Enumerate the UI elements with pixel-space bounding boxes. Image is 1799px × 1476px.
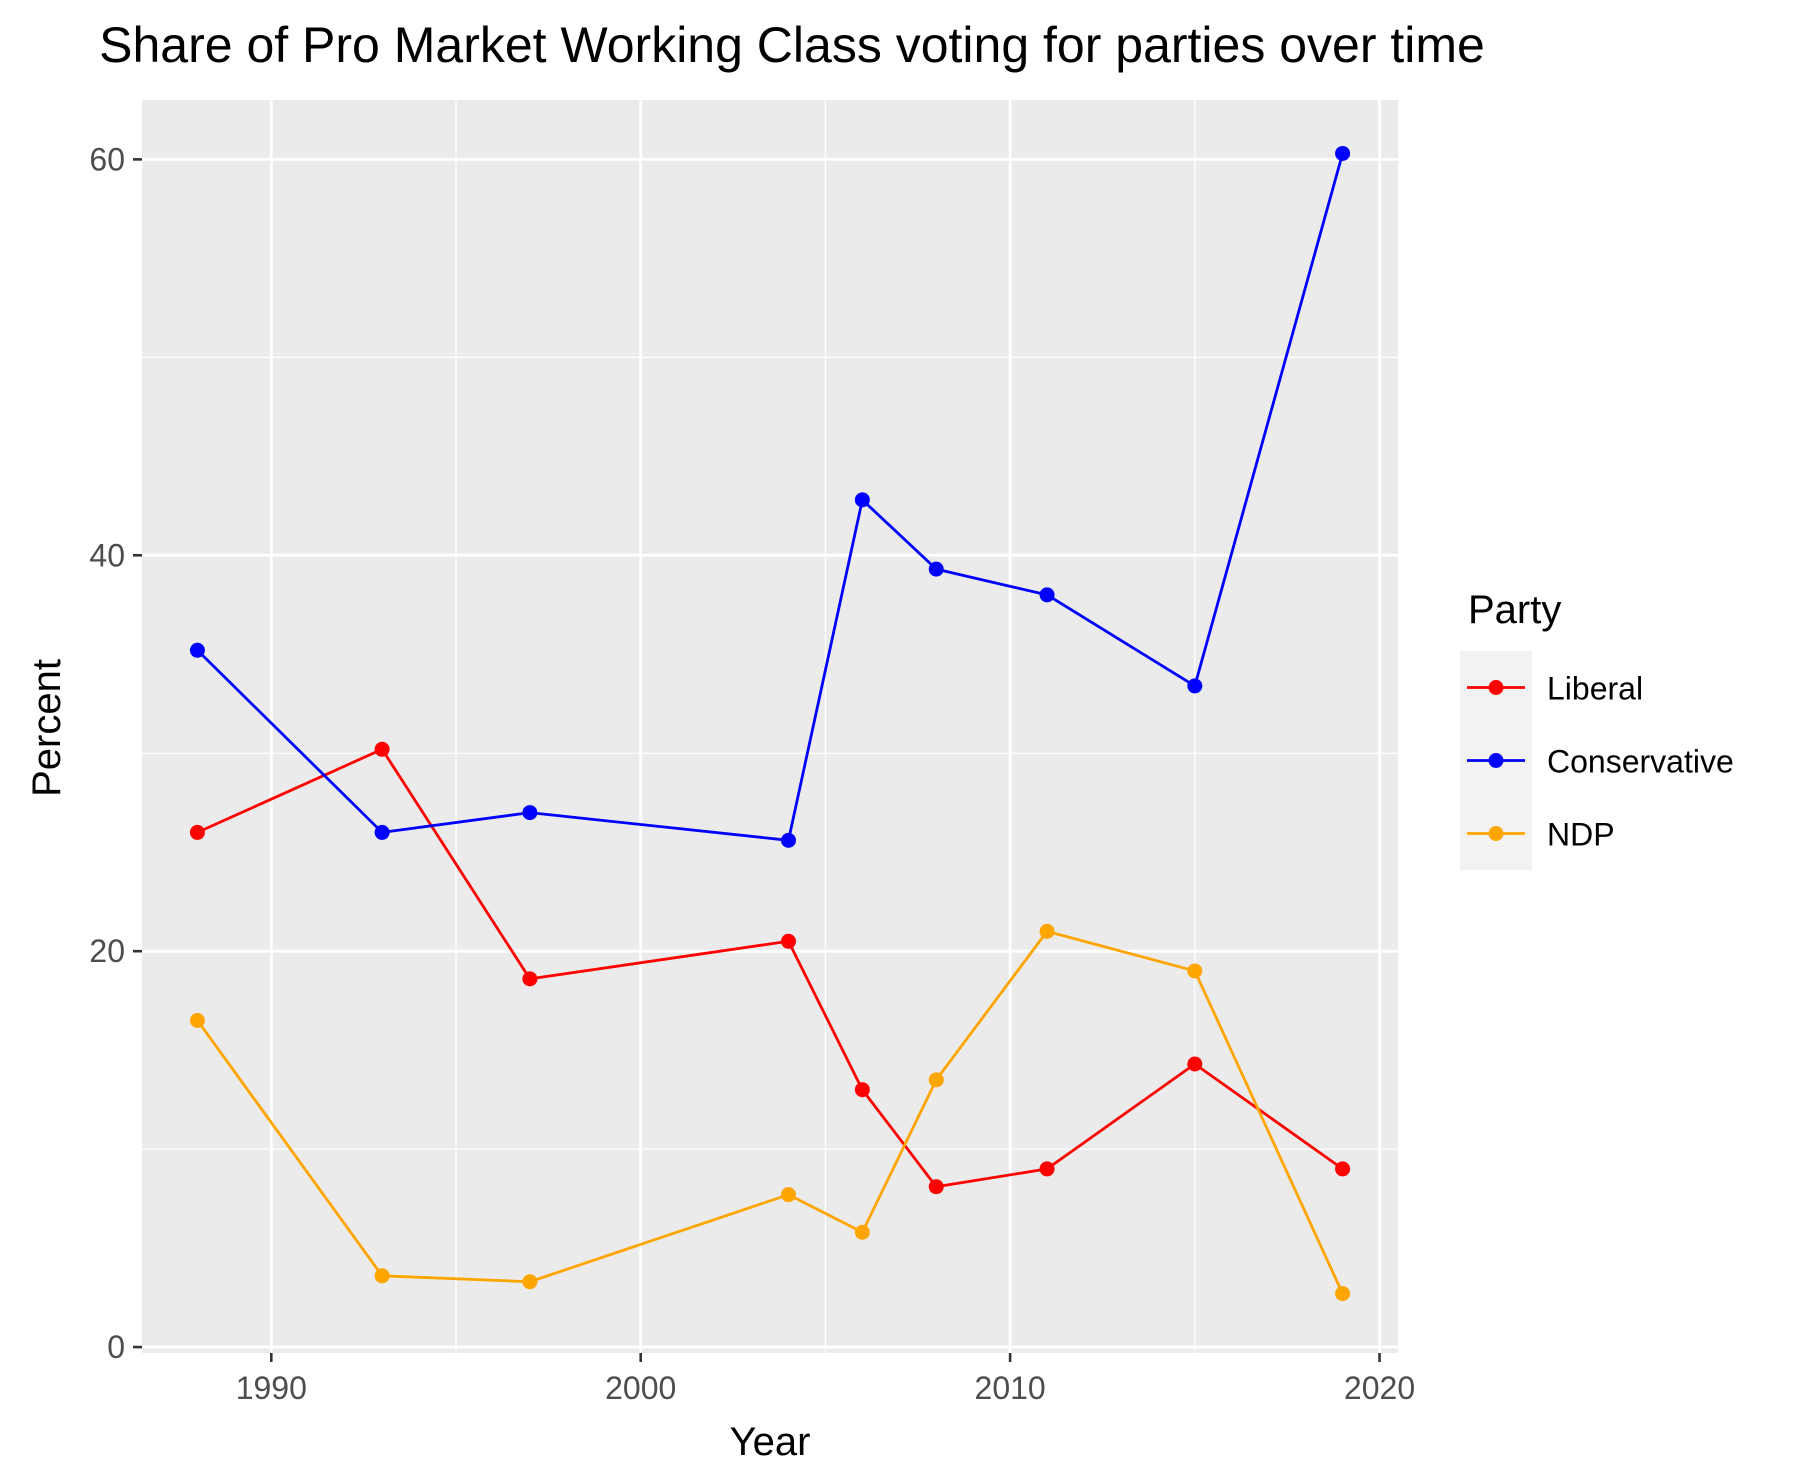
y-tick-label: 60: [89, 141, 125, 177]
x-tick-label: 2010: [975, 1370, 1046, 1406]
data-point-liberal: [780, 933, 796, 949]
legend-key-point-ndp: [1488, 826, 1504, 841]
legend-label-ndp: NDP: [1547, 817, 1615, 853]
data-point-ndp: [1187, 963, 1203, 979]
x-tick-label: 2020: [1344, 1370, 1415, 1406]
data-point-liberal: [1187, 1056, 1203, 1072]
data-point-ndp: [1039, 923, 1055, 939]
data-point-conservative: [189, 642, 205, 658]
data-point-liberal: [1335, 1161, 1351, 1177]
major-gridlines: [142, 100, 1398, 1353]
legend-label-liberal: Liberal: [1547, 671, 1643, 707]
x-tick-labels: 1990 2000 2010 2020: [236, 1370, 1415, 1406]
y-tick-label: 0: [107, 1329, 125, 1365]
y-tick-label: 40: [89, 537, 125, 573]
data-point-liberal: [189, 824, 205, 840]
data-point-liberal: [522, 971, 538, 987]
data-point-liberal: [854, 1082, 870, 1098]
chart-title: Share of Pro Market Working Class voting…: [99, 17, 1485, 73]
data-point-conservative: [1335, 145, 1351, 161]
data-point-ndp: [522, 1274, 538, 1290]
data-point-conservative: [780, 832, 796, 848]
x-tick-label: 2000: [605, 1370, 676, 1406]
data-point-liberal: [928, 1179, 944, 1195]
minor-gridlines: [142, 100, 1398, 1353]
data-point-liberal: [1039, 1161, 1055, 1177]
y-axis-title: Percent: [25, 659, 69, 797]
data-point-conservative: [928, 561, 944, 577]
data-point-conservative: [1187, 678, 1203, 694]
y-tick-labels: 0 20 40 60: [89, 141, 125, 1365]
data-point-conservative: [1039, 587, 1055, 603]
data-point-ndp: [1335, 1286, 1351, 1302]
y-tick-label: 20: [89, 933, 125, 969]
legend-label-conservative: Conservative: [1547, 744, 1734, 780]
data-point-conservative: [374, 824, 390, 840]
legend-keys: Liberal Conservative NDP: [1460, 651, 1734, 870]
legend-title: Party: [1468, 588, 1561, 632]
legend-key-point-liberal: [1488, 680, 1504, 695]
data-point-conservative: [522, 805, 538, 821]
x-tick-label: 1990: [236, 1370, 307, 1406]
plot-panel: [142, 100, 1398, 1353]
data-point-ndp: [928, 1072, 944, 1088]
data-point-ndp: [374, 1268, 390, 1284]
series-layer: [189, 145, 1351, 1302]
data-point-ndp: [854, 1224, 870, 1240]
data-point-conservative: [854, 492, 870, 508]
data-point-ndp: [189, 1012, 205, 1028]
legend: Party Liberal Conservative NDP: [1460, 588, 1734, 870]
data-point-liberal: [374, 741, 390, 757]
axis-ticks: [133, 158, 1381, 1362]
x-axis-title: Year: [730, 1420, 811, 1464]
data-point-ndp: [780, 1187, 796, 1203]
legend-key-point-conservative: [1488, 753, 1504, 768]
